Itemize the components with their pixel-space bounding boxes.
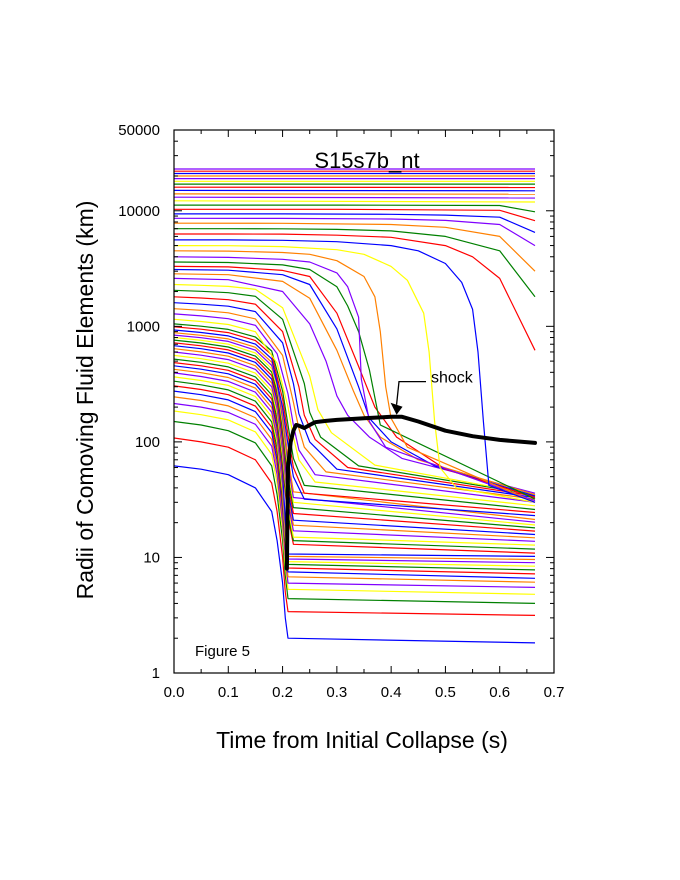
series-line-e32 <box>174 296 536 497</box>
series-line-e23 <box>174 334 536 523</box>
series-line-e19 <box>174 345 536 536</box>
series-line-e44 <box>174 233 536 351</box>
series-line-e20 <box>174 342 536 532</box>
series-line-e11 <box>174 372 536 564</box>
series-line-e25 <box>174 329 536 517</box>
series-line-e30 <box>174 308 536 500</box>
series-line-e22 <box>174 336 536 526</box>
x-tick-label: 0.3 <box>326 684 347 701</box>
series-line-e48 <box>174 213 536 233</box>
chart-title: S15s7b_nt <box>314 148 419 173</box>
shock-label: shock <box>431 370 474 387</box>
series-line-e42 <box>174 245 536 503</box>
shock-arrow-head <box>390 402 403 415</box>
x-tick-label: 0.5 <box>435 684 456 701</box>
series-line-e26 <box>174 326 536 514</box>
shock-arrow-line <box>395 380 426 405</box>
series-line-e50 <box>174 204 536 213</box>
y-tick-label: 10 <box>143 549 160 566</box>
series-line-e21 <box>174 339 536 529</box>
y-axis: 1 10 100 1000 10000 50000 <box>118 122 554 682</box>
series-line-e28 <box>174 318 536 507</box>
series-line-e29 <box>174 313 536 503</box>
series-line-e36 <box>174 273 536 496</box>
series-line-e15 <box>174 358 536 550</box>
series-line-e45 <box>174 228 536 298</box>
shock-layer <box>284 414 537 571</box>
series-line-e17 <box>174 351 536 542</box>
series-line-e14 <box>174 362 536 554</box>
series-line-e2 <box>174 437 536 616</box>
series-line-e46 <box>174 222 536 272</box>
x-tick-label: 0.6 <box>489 684 510 701</box>
series-line-e31 <box>174 302 536 499</box>
series-line-e16 <box>174 354 536 546</box>
series-line-e4 <box>174 410 536 595</box>
x-axis-label: Time from Initial Collapse (s) <box>216 727 508 753</box>
series-line-e47 <box>174 217 536 247</box>
x-tick-label: 0.4 <box>381 684 402 701</box>
series-line-e27 <box>174 323 536 511</box>
y-axis-label: Radii of Comoving Fluid Elements (km) <box>72 201 98 600</box>
shock-line <box>284 414 537 571</box>
series-line-e52 <box>174 196 536 199</box>
series-line-e49 <box>174 208 536 222</box>
series-line-e37 <box>174 268 536 497</box>
series-line-e18 <box>174 348 536 539</box>
x-tick-label: 0.1 <box>218 684 239 701</box>
x-axis: 0.0 0.1 0.2 0.3 0.4 0.5 0.6 0.7 <box>164 130 565 701</box>
series-line-e43 <box>174 239 536 503</box>
series-line-e41 <box>174 250 536 503</box>
series-line-e1 <box>174 465 536 644</box>
y-tick-label: 50000 <box>118 122 160 139</box>
x-tick-label: 0.0 <box>164 684 185 701</box>
series-line-e39 <box>174 261 536 500</box>
series-line-e40 <box>174 256 536 502</box>
x-tick-label: 0.2 <box>272 684 293 701</box>
series-line-e34 <box>174 283 536 496</box>
y-tick-label: 1000 <box>127 318 160 335</box>
figure-annotation: Figure 5 <box>195 643 250 660</box>
y-tick-label: 10000 <box>118 203 160 220</box>
series-line-e51 <box>174 200 536 203</box>
shock-annotation: shock <box>390 370 474 415</box>
series-line-e33 <box>174 289 536 496</box>
y-tick-label: 100 <box>135 434 160 451</box>
series-line-e3 <box>174 420 536 604</box>
x-tick-label: 0.7 <box>544 684 565 701</box>
y-tick-label: 1 <box>152 665 160 682</box>
series-layer <box>174 168 536 644</box>
